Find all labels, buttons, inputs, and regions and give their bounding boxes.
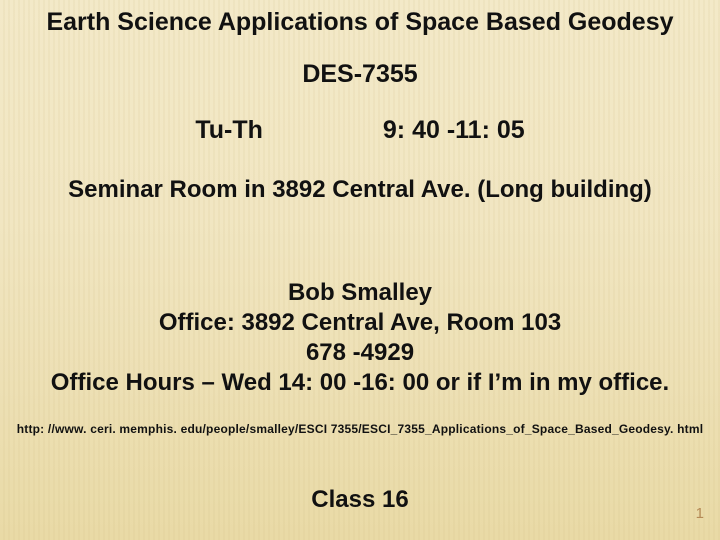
course-code: DES-7355 bbox=[0, 60, 720, 89]
instructor-office-hours: Office Hours – Wed 14: 00 -16: 00 or if … bbox=[0, 368, 720, 398]
schedule-row: Tu-Th 9: 40 -11: 05 bbox=[0, 116, 720, 145]
instructor-block: Bob Smalley Office: 3892 Central Ave, Ro… bbox=[0, 278, 720, 398]
instructor-office: Office: 3892 Central Ave, Room 103 bbox=[0, 308, 720, 338]
page-number: 1 bbox=[696, 505, 704, 522]
instructor-phone: 678 -4929 bbox=[0, 338, 720, 368]
slide: Earth Science Applications of Space Base… bbox=[0, 0, 720, 540]
schedule-time: 9: 40 -11: 05 bbox=[383, 116, 525, 145]
schedule-days: Tu-Th bbox=[195, 116, 263, 145]
course-title: Earth Science Applications of Space Base… bbox=[0, 8, 720, 37]
instructor-name: Bob Smalley bbox=[0, 278, 720, 308]
class-number: Class 16 bbox=[0, 486, 720, 514]
location-line: Seminar Room in 3892 Central Ave. (Long … bbox=[0, 176, 720, 204]
course-url: http: //www. ceri. memphis. edu/people/s… bbox=[0, 422, 720, 436]
